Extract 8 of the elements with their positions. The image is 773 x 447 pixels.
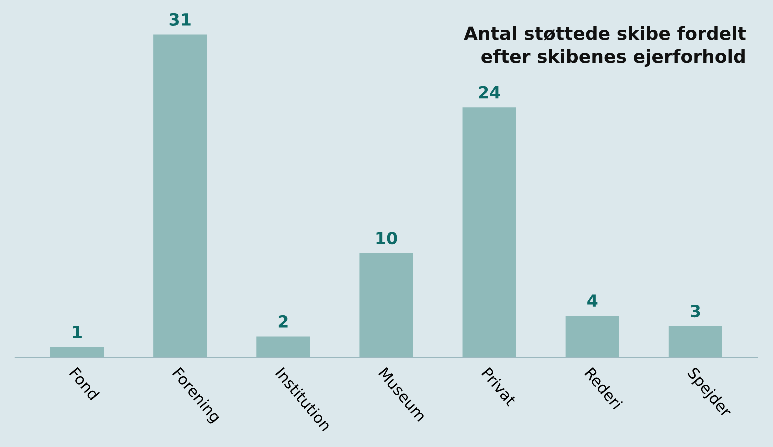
data-label: 31 — [170, 13, 191, 26]
chart-title: Antal støttede skibe fordelt efter skibenes ejerforhold — [464, 26, 746, 67]
data-label: 3 — [691, 304, 700, 318]
data-label: 1 — [73, 326, 82, 338]
data-label: 4 — [588, 294, 598, 307]
data-label: 24 — [479, 86, 500, 99]
data-label: 10 — [376, 232, 398, 245]
data-label: 2 — [278, 315, 288, 328]
